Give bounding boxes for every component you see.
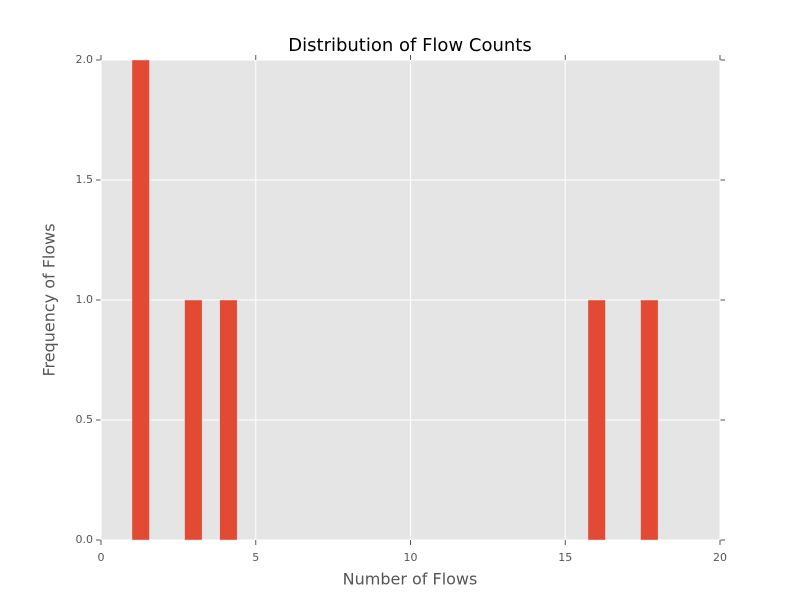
- bar: [184, 299, 203, 541]
- x-tick-label: 5: [252, 551, 259, 564]
- x-tick-label: 15: [558, 551, 572, 564]
- y-tick-label: 1.5: [76, 173, 94, 186]
- y-tick-label: 1.0: [76, 293, 94, 306]
- x-tick-label: 0: [98, 551, 105, 564]
- y-tick-label: 0.5: [76, 413, 94, 426]
- x-axis-label: Number of Flows: [343, 570, 478, 589]
- bar: [587, 299, 606, 541]
- bar: [640, 299, 659, 541]
- chart-title: Distribution of Flow Counts: [288, 35, 531, 56]
- y-axis-label: Frequency of Flows: [40, 223, 59, 376]
- y-tick-label: 0.0: [76, 533, 94, 546]
- x-tick-label: 10: [404, 551, 418, 564]
- bar: [219, 299, 238, 541]
- y-tick-label: 2.0: [76, 53, 94, 66]
- x-tick-label: 20: [713, 551, 727, 564]
- bar: [131, 59, 150, 541]
